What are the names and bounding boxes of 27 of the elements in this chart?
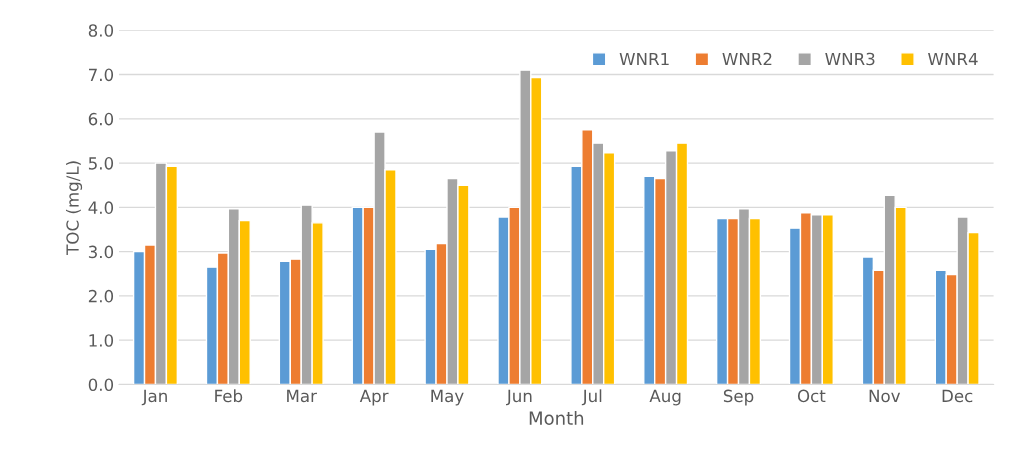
y-axis-title: TOC (mg/L) [65, 161, 83, 255]
x-tick-label: May [431, 389, 464, 406]
x-tick-label: Nov [869, 389, 901, 403]
x-tick-label: Jun [505, 389, 532, 406]
legend-label: WNR3 [825, 52, 875, 66]
y-tick-label: 2.0 [88, 289, 114, 303]
legend-label: WNR1 [619, 52, 669, 66]
y-tick-label: 7.0 [89, 68, 114, 82]
legend-label: WNR4 [928, 52, 978, 66]
x-tick-label: Aug [649, 389, 681, 406]
x-tick-label: Jan [141, 389, 167, 406]
x-tick-label: Mar [287, 389, 317, 403]
y-tick-label: 0.0 [88, 378, 114, 392]
y-tick-label: 8.0 [88, 24, 114, 37]
x-tick-label: Jul [581, 389, 602, 406]
y-tick-label: 3.0 [88, 245, 114, 259]
y-tick-label: 6.0 [88, 112, 114, 126]
legend-label: WNR2 [722, 52, 772, 66]
y-tick-label: 1.0 [89, 334, 114, 347]
x-axis-title: Month [529, 411, 584, 425]
y-tick-label: 4.0 [88, 201, 114, 214]
x-tick-label: Oct [797, 389, 826, 403]
y-tick-label: 5.0 [88, 157, 114, 170]
x-tick-label: Feb [215, 389, 243, 403]
x-tick-label: Sep [723, 389, 754, 406]
x-tick-label: Apr [359, 389, 389, 406]
x-tick-label: Dec [942, 389, 973, 403]
